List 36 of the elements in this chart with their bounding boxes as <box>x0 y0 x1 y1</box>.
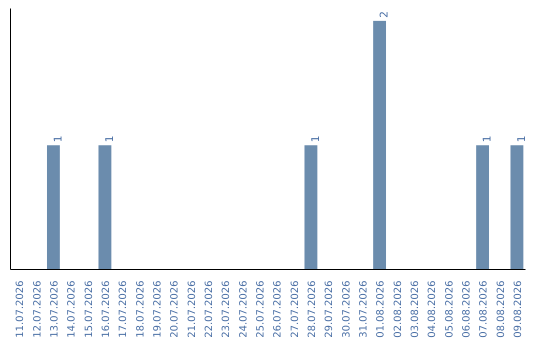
x-tick-label: 28.07.2026 <box>306 280 318 338</box>
x-tick-label: 29.07.2026 <box>324 280 336 338</box>
x-tick-label: 31.07.2026 <box>358 280 370 338</box>
x-tick-label: 25.07.2026 <box>255 280 266 338</box>
data-label: 2 <box>378 11 391 18</box>
x-tick-label: 19.07.2026 <box>152 280 164 338</box>
x-tick-label: 30.07.2026 <box>341 280 352 338</box>
x-tick-label: 11.07.2026 <box>15 280 26 338</box>
data-label: 1 <box>514 135 528 142</box>
data-label: 1 <box>102 135 116 142</box>
x-tick-label: 03.08.2026 <box>410 280 421 338</box>
x-tick-label: 04.08.2026 <box>427 280 438 338</box>
x-tick-label: 05.08.2026 <box>444 280 456 338</box>
x-tick-label: 26.07.2026 <box>272 280 284 338</box>
x-tick-label: 23.07.2026 <box>221 280 232 338</box>
x-tick-label: 22.07.2026 <box>204 280 215 338</box>
data-label: 1 <box>480 135 494 142</box>
x-tick-label: 02.08.2026 <box>392 280 404 338</box>
x-tick-label: 18.07.2026 <box>135 280 146 338</box>
x-tick-label: 12.07.2026 <box>32 280 44 338</box>
x-tick-label: 07.08.2026 <box>478 280 490 338</box>
x-tick-label: 09.08.2026 <box>512 280 524 338</box>
x-tick-label: 14.07.2026 <box>66 280 78 338</box>
x-tick-label: 24.07.2026 <box>238 280 250 338</box>
x-tick-label: 16.07.2026 <box>100 280 112 338</box>
x-tick-label: 06.08.2026 <box>461 280 472 338</box>
x-tick-label: 15.07.2026 <box>84 280 95 338</box>
x-tick-label: 13.07.2026 <box>49 280 60 338</box>
x-tick-label: 27.07.2026 <box>290 280 301 338</box>
x-tick-label: 20.07.2026 <box>170 280 181 338</box>
x-tick-label: 21.07.2026 <box>186 280 198 338</box>
x-tick-label: 08.08.2026 <box>496 280 507 338</box>
data-label: 1 <box>308 135 322 142</box>
data-label: 1 <box>51 135 64 142</box>
x-tick-label: 17.07.2026 <box>118 280 130 338</box>
x-tick-label: 01.08.2026 <box>376 280 387 338</box>
